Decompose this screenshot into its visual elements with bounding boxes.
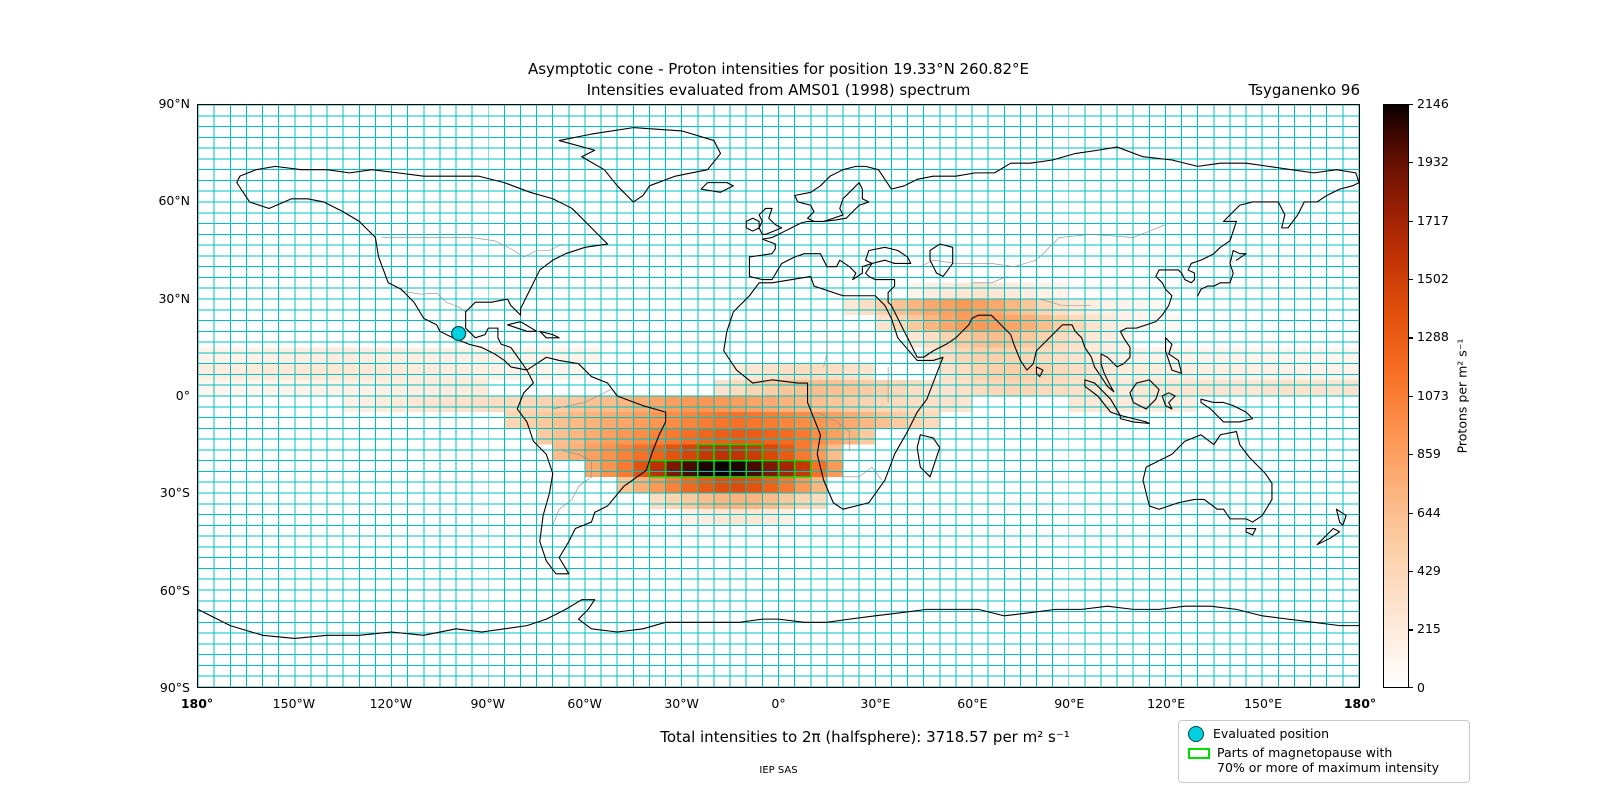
x-tick-label: 120°E <box>1147 696 1186 711</box>
plot-title-line1: Asymptotic cone - Proton intensities for… <box>527 60 1030 78</box>
colorbar-tick-label: 215 <box>1417 621 1441 637</box>
field-model-label: Tsyganenko 96 <box>1248 81 1360 99</box>
total-intensity-text: Total intensities to 2π (halfsphere): 37… <box>660 728 1070 746</box>
legend-box: Evaluated position Parts of magnetopause… <box>1178 720 1470 783</box>
x-tick-label: 60°W <box>567 696 602 711</box>
legend-magnetopause-line1: Parts of magnetopause with <box>1217 745 1393 760</box>
x-tick-label: 120°W <box>369 696 413 711</box>
x-tick-label: 30°W <box>664 696 699 711</box>
magnetopause-swatch-icon <box>1188 748 1210 759</box>
y-tick-label: 90°S <box>159 680 190 695</box>
x-tick-label: 60°E <box>957 696 988 711</box>
x-tick-label: 0° <box>771 696 786 711</box>
colorbar-tick-label: 1073 <box>1417 388 1449 403</box>
legend-row-magnetopause: Parts of magnetopause with 70% or more o… <box>1188 745 1460 775</box>
colorbar-tick-label: 644 <box>1417 504 1441 520</box>
x-tick-label: 150°E <box>1244 696 1283 711</box>
y-tick-label: 30°N <box>158 290 190 306</box>
colorbar-tickmark <box>1409 396 1413 398</box>
colorbar-tickmark <box>1409 454 1413 456</box>
y-tick-label: 30°S <box>159 485 190 501</box>
evaluated-position-marker-icon <box>1188 726 1204 742</box>
colorbar-tickmark <box>1409 512 1413 514</box>
colorbar-tick-label: 1932 <box>1417 154 1449 170</box>
colorbar <box>1383 104 1409 688</box>
plot-title-line2: Intensities evaluated from AMS01 (1998) … <box>586 81 971 99</box>
map-plot-area <box>197 104 1360 688</box>
x-tick-label: 90°E <box>1054 696 1085 711</box>
colorbar-tickmark <box>1409 337 1413 339</box>
colorbar-tick-label: 2146 <box>1417 96 1449 111</box>
y-tick-label: 90°N <box>158 96 190 111</box>
colorbar-tick-label: 1717 <box>1417 212 1449 228</box>
world-map-canvas <box>197 104 1360 688</box>
x-tick-label: 150°W <box>272 696 316 711</box>
colorbar-tickmark <box>1409 162 1413 164</box>
credit-text: IEP SAS <box>759 765 798 776</box>
y-tick-label: 0° <box>175 388 190 403</box>
colorbar-tickmark <box>1409 220 1413 222</box>
colorbar-tick-label: 1502 <box>1417 271 1449 287</box>
colorbar-axis-label: Protons per m² s⁻¹ <box>1454 338 1470 454</box>
colorbar-tickmark <box>1409 629 1413 631</box>
colorbar-tick-label: 429 <box>1417 563 1441 579</box>
colorbar-tick-label: 859 <box>1417 446 1441 462</box>
legend-row-evaluated-position: Evaluated position <box>1188 726 1460 742</box>
colorbar-tickmark <box>1409 279 1413 281</box>
colorbar-tick-label: 1288 <box>1417 329 1449 345</box>
colorbar-tickmark <box>1409 104 1413 106</box>
y-tick-label: 60°N <box>158 193 190 209</box>
y-tick-label: 60°S <box>159 582 190 598</box>
x-tick-label: 180° <box>1343 696 1377 711</box>
legend-magnetopause-label: Parts of magnetopause with 70% or more o… <box>1217 745 1439 775</box>
colorbar-tickmark <box>1409 687 1413 689</box>
x-tick-label: 30°E <box>860 696 891 711</box>
colorbar-tickmark <box>1409 571 1413 573</box>
x-tick-label: 90°W <box>470 696 505 711</box>
colorbar-tick-label: 0 <box>1417 680 1425 695</box>
x-tick-label: 180° <box>180 696 214 711</box>
legend-evaluated-label: Evaluated position <box>1213 726 1330 741</box>
legend-magnetopause-line2: 70% or more of maximum intensity <box>1217 760 1440 775</box>
